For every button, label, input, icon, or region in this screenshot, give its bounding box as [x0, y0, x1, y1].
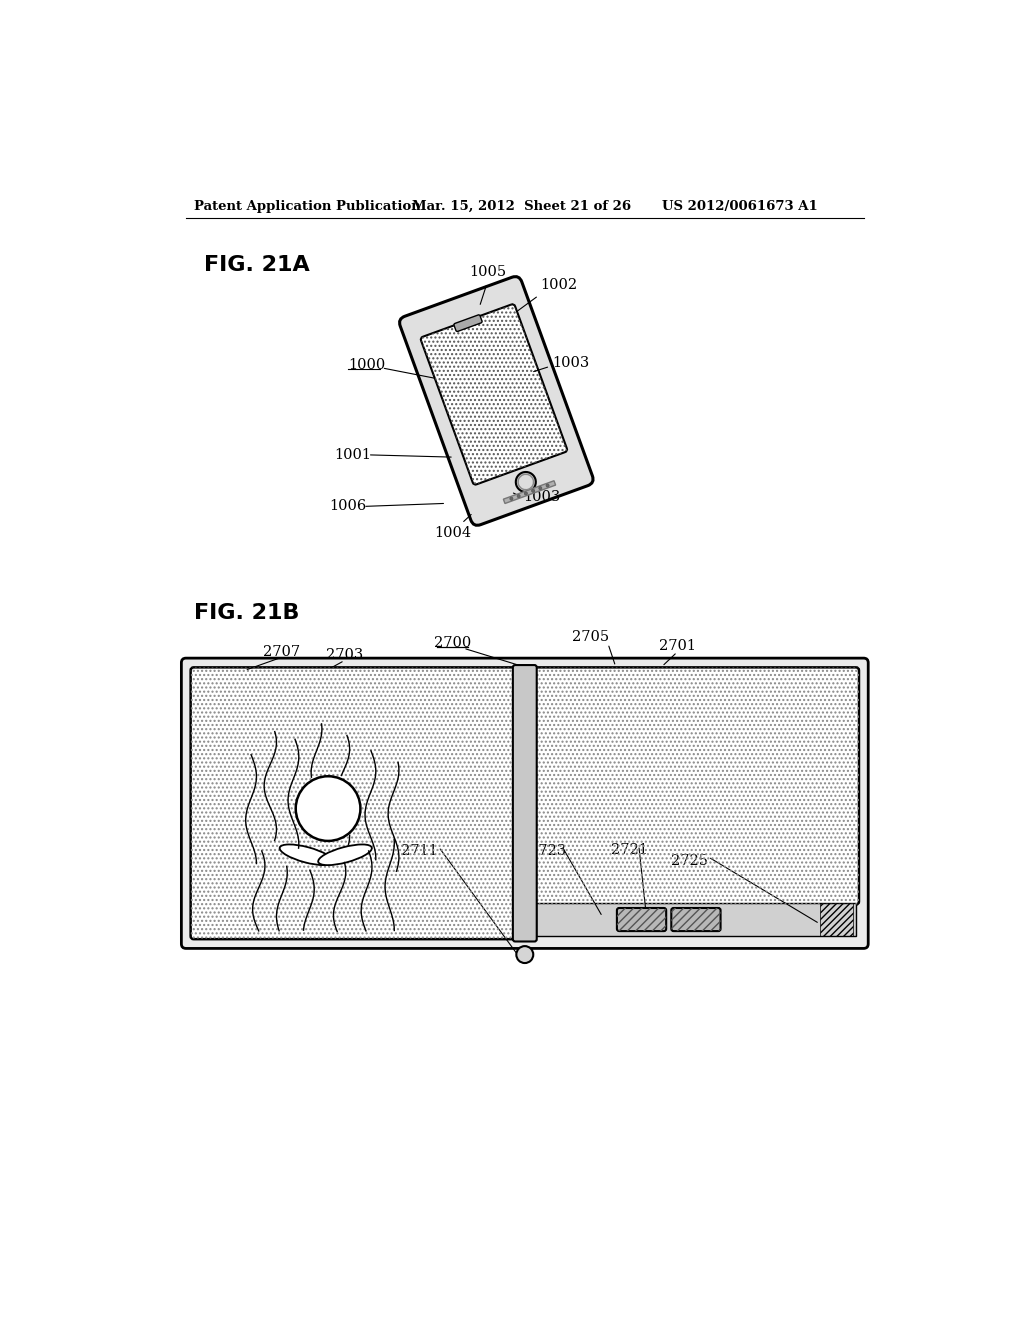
Text: 1003: 1003 [552, 356, 589, 370]
Text: 1006: 1006 [330, 499, 367, 513]
FancyBboxPatch shape [454, 315, 482, 331]
Circle shape [531, 490, 535, 492]
Text: 1002: 1002 [541, 277, 578, 292]
FancyBboxPatch shape [181, 659, 868, 949]
Text: FIG. 21B: FIG. 21B [194, 603, 299, 623]
FancyBboxPatch shape [513, 665, 537, 941]
Bar [820, 903, 853, 936]
Circle shape [516, 473, 536, 492]
Circle shape [510, 498, 513, 500]
Circle shape [539, 487, 542, 490]
FancyBboxPatch shape [532, 668, 859, 904]
Text: 1000: 1000 [348, 358, 386, 372]
Circle shape [524, 492, 527, 495]
Text: 2711: 2711 [401, 845, 437, 858]
FancyBboxPatch shape [399, 277, 593, 525]
FancyBboxPatch shape [616, 908, 667, 931]
Text: Mar. 15, 2012  Sheet 21 of 26: Mar. 15, 2012 Sheet 21 of 26 [412, 199, 631, 213]
Text: 1001: 1001 [335, 447, 372, 462]
Text: Patent Application Publication: Patent Application Publication [195, 199, 421, 213]
Bar [536, 903, 856, 936]
Circle shape [518, 474, 534, 490]
Circle shape [517, 495, 520, 498]
Text: 2725: 2725 [671, 854, 708, 869]
Circle shape [516, 946, 534, 964]
FancyBboxPatch shape [421, 305, 567, 484]
FancyBboxPatch shape [672, 908, 721, 931]
Text: 2705: 2705 [571, 630, 609, 644]
Text: 1005: 1005 [469, 265, 507, 280]
Text: US 2012/0061673 A1: US 2012/0061673 A1 [662, 199, 817, 213]
Text: 2707: 2707 [263, 645, 300, 659]
Text: FIG. 21A: FIG. 21A [204, 255, 309, 275]
Text: 2703: 2703 [326, 648, 364, 663]
FancyBboxPatch shape [504, 480, 556, 503]
Text: 2701: 2701 [658, 639, 695, 653]
Circle shape [296, 776, 360, 841]
FancyBboxPatch shape [190, 668, 517, 940]
Text: 2721: 2721 [611, 843, 648, 857]
Circle shape [546, 484, 549, 487]
Text: 2723: 2723 [528, 845, 565, 858]
Ellipse shape [280, 845, 334, 865]
Text: 1003: 1003 [523, 490, 560, 504]
Ellipse shape [318, 845, 372, 865]
Text: 2700: 2700 [434, 636, 471, 649]
Text: 1004: 1004 [434, 527, 471, 540]
